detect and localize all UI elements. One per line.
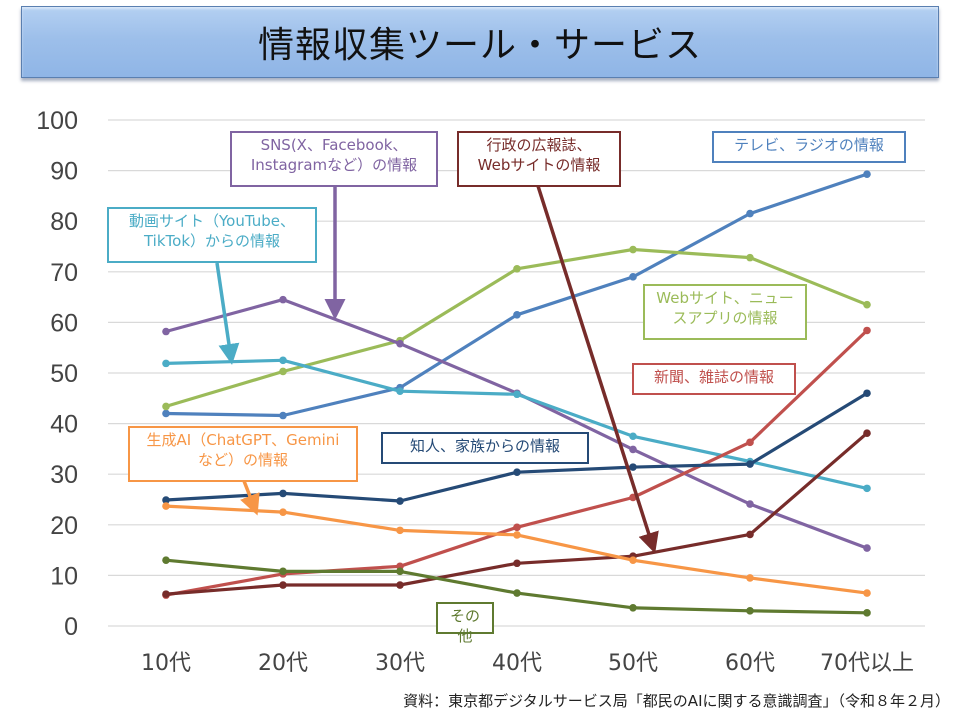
y-tick-label: 20 xyxy=(50,512,78,540)
series-callout-label: 知人、家族からの情報 xyxy=(381,432,589,464)
data-point xyxy=(513,523,521,532)
series-callout-label: 生成AI（ChatGPT、Gemini など）の情報 xyxy=(128,426,358,482)
data-point xyxy=(396,387,404,396)
y-tick-label: 10 xyxy=(50,562,78,590)
data-point xyxy=(863,170,871,178)
data-point xyxy=(162,496,170,504)
data-point xyxy=(279,508,287,516)
data-point xyxy=(629,603,637,612)
data-point xyxy=(513,589,521,597)
data-point xyxy=(279,581,287,589)
y-tick-label: 80 xyxy=(50,208,78,236)
data-point xyxy=(162,502,170,510)
data-point xyxy=(396,581,404,589)
y-tick-label: 100 xyxy=(36,107,78,135)
y-tick-label: 90 xyxy=(50,158,78,186)
data-point xyxy=(863,609,871,617)
x-tick-label: 10代 xyxy=(141,651,191,676)
y-tick-label: 0 xyxy=(64,613,78,641)
y-tick-label: 70 xyxy=(50,259,78,287)
callout-arrow xyxy=(240,480,260,516)
data-point xyxy=(746,460,754,468)
data-point xyxy=(279,411,287,420)
x-tick-label: 50代 xyxy=(608,651,658,676)
y-tick-label: 40 xyxy=(50,411,78,439)
data-point xyxy=(513,264,521,273)
series-line xyxy=(165,504,868,595)
y-tick-label: 50 xyxy=(50,360,78,388)
data-point xyxy=(162,359,170,368)
page-title: 情報収集ツール・サービス xyxy=(257,25,702,66)
data-point xyxy=(279,489,287,498)
data-point xyxy=(396,526,404,535)
data-point xyxy=(863,544,871,552)
series-callout-label: 行政の広報誌、 Webサイトの情報 xyxy=(457,131,621,187)
data-point xyxy=(746,530,754,539)
data-point xyxy=(863,300,871,309)
data-point xyxy=(396,567,404,576)
data-point xyxy=(746,253,754,262)
data-point xyxy=(629,432,637,441)
data-point xyxy=(279,367,287,376)
data-point xyxy=(746,438,754,447)
callout-arrow xyxy=(215,262,240,365)
x-tick-label: 40代 xyxy=(492,651,542,676)
y-tick-label: 30 xyxy=(50,461,78,489)
data-point xyxy=(162,590,170,598)
data-point xyxy=(513,559,521,568)
data-point xyxy=(162,327,170,336)
data-point xyxy=(629,556,637,565)
data-point xyxy=(746,500,754,508)
data-point xyxy=(629,273,637,281)
data-point xyxy=(863,484,871,493)
series-callout-label: SNS(X、Facebook、 Instagramなど）の情報 xyxy=(230,131,438,187)
data-point xyxy=(513,531,521,539)
x-tick-label: 20代 xyxy=(258,651,308,676)
data-point xyxy=(396,339,404,348)
title-banner: 情報収集ツール・サービス xyxy=(21,6,939,78)
data-point xyxy=(162,402,170,411)
data-point xyxy=(863,389,871,398)
data-point xyxy=(629,445,637,454)
data-point xyxy=(396,497,404,505)
data-point xyxy=(279,356,287,365)
data-point xyxy=(629,245,637,254)
x-tick-label: 30代 xyxy=(375,651,425,676)
data-point xyxy=(162,556,170,565)
data-point xyxy=(513,468,521,476)
series-callout-label: Webサイト、ニュー スアプリの情報 xyxy=(643,284,807,340)
series-callout-label: テレビ、ラジオの情報 xyxy=(712,131,906,163)
data-point xyxy=(513,311,521,319)
source-note: 資料：東京都デジタルサービス局「都民のAIに関する意識調査」（令和８年２月） xyxy=(403,692,950,710)
data-point xyxy=(279,567,287,576)
y-tick-label: 60 xyxy=(50,309,78,337)
callout-arrow xyxy=(536,185,659,554)
data-point xyxy=(629,463,637,471)
x-tick-label: 70代以上 xyxy=(820,651,914,676)
series-callout-label: 動画サイト（YouTube、 TikTok）からの情報 xyxy=(107,207,317,263)
series-callout-label: 新聞、雑誌の情報 xyxy=(632,363,796,395)
data-point xyxy=(513,390,521,399)
series-callout-label: その他 xyxy=(436,602,494,645)
data-point xyxy=(746,574,754,582)
data-point xyxy=(279,295,287,304)
data-point xyxy=(863,429,871,438)
x-tick-label: 60代 xyxy=(725,651,775,676)
data-point xyxy=(863,589,871,597)
data-point xyxy=(746,209,754,218)
data-point xyxy=(746,607,754,615)
data-point xyxy=(162,409,170,418)
data-point xyxy=(863,326,871,335)
